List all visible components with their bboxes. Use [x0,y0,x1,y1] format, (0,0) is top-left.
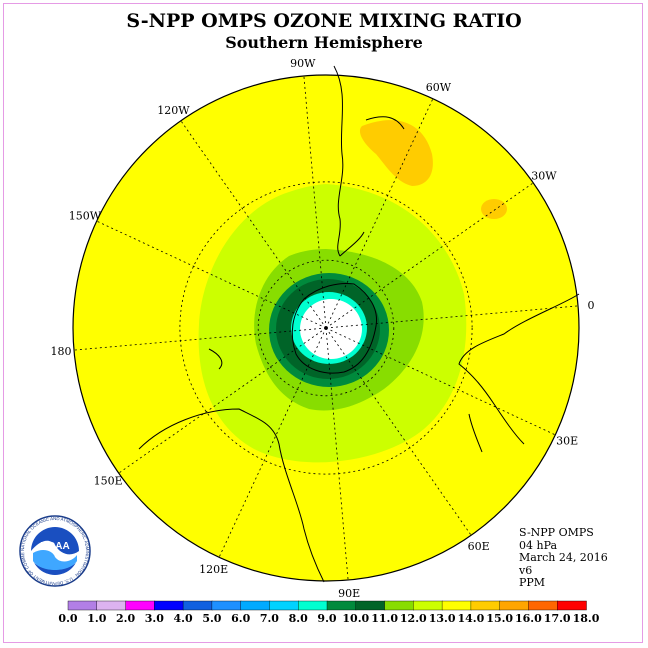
colorbar-tick-label: 5.0 [202,612,221,625]
longitude-label: 30W [531,169,557,182]
colorbar-tick-label: 15.0 [486,612,513,625]
longitude-label: 120E [199,563,228,576]
logo-water [33,550,77,570]
longitude-label: 180 [51,345,72,358]
colorbar-swatch [326,600,357,611]
units-label: PPM [519,576,546,589]
colorbar-swatch [528,600,558,611]
colorbar-tick-label: 2.0 [116,612,135,625]
meridian-line [325,98,434,329]
colorbar-tick-label: 6.0 [231,612,250,625]
colorbar-tick-label: 0.0 [58,612,77,625]
colorbar-swatch [125,600,156,611]
colorbar-tick-label: 7.0 [260,612,279,625]
noaa-logo: NATIONAL OCEANIC AND ATMOSPHERIC ADMINIS… [19,515,91,587]
meridian-line [325,182,534,329]
colorbar-tick-label: 1.0 [87,612,106,625]
colorbar-swatch [413,600,443,611]
meridian-line [303,75,327,329]
longitude-label: 90E [338,587,360,600]
colorbar-tick-label: 13.0 [429,612,456,625]
longitude-label: 60W [426,81,452,94]
meridian-line [218,327,327,558]
meridian-line [325,327,556,436]
colorbar-swatch [240,600,271,611]
colorbar-swatch [182,600,213,611]
longitude-label: 150W [69,210,102,223]
colorbar-swatch [355,600,386,611]
longitude-label: 60E [468,540,490,553]
colorbar-swatches [67,600,587,611]
south-pole-marker [324,326,328,330]
colorbar-tick-label: 3.0 [145,612,164,625]
colorbar-tick-label: 10.0 [342,612,369,625]
colorbar-tick-label: 12.0 [400,612,427,625]
observation-date: March 24, 2016 [519,551,608,564]
longitude-label: 120W [157,104,190,117]
colorbar: 0.0 1.0 2.0 3.0 4.0 5.0 6.0 7.0 8.0 9.0 10.0 11.0 12… [58,600,600,625]
colorbar-tick-label: 4.0 [174,612,193,625]
product-version: v6 [519,563,533,577]
longitude-label: 90W [290,57,316,70]
colorbar-swatch [470,600,501,611]
coastline-antarctica [291,283,378,374]
meridian-line [180,120,327,329]
graticule [73,75,579,581]
longitude-labels: 0 30E 60E 90E 120E 150E 180 150W 120W 90W 60W 30W [51,57,595,600]
colorbar-tick-label: 16.0 [515,612,542,625]
meridian-line [325,327,349,581]
meridian-line [325,327,472,536]
colorbar-tick-label: 14.0 [458,612,485,625]
colorbar-labels: 0.0 1.0 2.0 3.0 4.0 5.0 6.0 7.0 8.0 9.0 10.0 11.0 12… [58,612,599,625]
latitude-circle [179,181,473,475]
longitude-label: 150E [94,475,123,488]
colorbar-swatch [499,600,530,611]
coastline-south-america [333,65,405,257]
colorbar-tick-label: 8.0 [289,612,308,625]
longitude-label: 0 [588,299,595,312]
coastline-madagascar [468,413,483,453]
latitude-circle [257,259,395,397]
colorbar-swatch [384,600,415,611]
coastline-africa [458,293,580,445]
product-name: S-NPP OMPS [519,526,594,539]
meridian-line [73,327,327,351]
page-subtitle: Southern Hemisphere [225,33,423,52]
coastlines [138,65,580,583]
colorbar-tick-label: 9.0 [317,612,336,625]
colorbar-swatch [67,600,98,611]
field-south-atlantic-patch [359,120,433,186]
colorbar-swatch [441,600,472,611]
map-figure: S-NPP OMPS OZONE MIXING RATIO Southern H… [3,3,643,643]
meridian-line [118,327,327,474]
logo-text: NOAA [40,541,69,552]
colorbar-swatch [557,600,587,611]
colorbar-swatch [96,600,127,611]
pressure-level: 04 hPa [519,538,558,552]
colorbar-swatch [154,600,184,611]
colorbar-tick-label: 17.0 [544,612,571,625]
info-block: S-NPP OMPS 04 hPa March 24, 2016 v6 PPM [519,526,608,590]
colorbar-swatch [298,600,328,611]
colorbar-tick-label: 11.0 [371,612,398,625]
meridian-line [96,220,327,329]
field-polar-core [300,299,362,359]
page-title: S-NPP OMPS OZONE MIXING RATIO [126,10,522,32]
map-boundary [72,74,580,582]
meridian-line [325,305,579,329]
colorbar-swatch [269,600,299,611]
longitude-label: 30E [556,434,578,447]
coastline-new-zealand [208,348,223,370]
field-small-patch [481,199,507,219]
polar-map: 0 30E 60E 90E 120E 150E 180 150W 120W 90W 60W 30W [51,57,595,600]
colorbar-swatch [211,600,242,611]
coastline-australia [138,408,325,583]
colorbar-tick-label: 18.0 [573,612,600,625]
